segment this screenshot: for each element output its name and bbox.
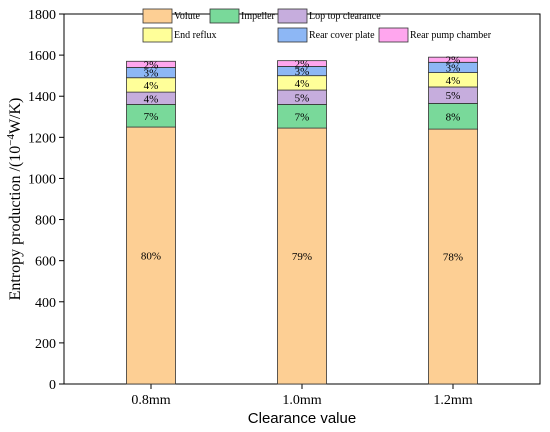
y-tick-label: 0 bbox=[49, 378, 56, 393]
legend-label: Rear pump chamber bbox=[410, 30, 492, 41]
segment-label: 4% bbox=[446, 75, 461, 87]
y-tick-label: 1800 bbox=[28, 8, 56, 23]
segment-label: 7% bbox=[144, 111, 159, 123]
legend-swatch bbox=[378, 27, 409, 43]
legend-label: Volute bbox=[174, 11, 200, 22]
legend-swatch bbox=[277, 8, 308, 24]
x-axis: 0.8mm 1.0mm 1.2mm bbox=[131, 384, 473, 408]
y-tick-label: 1600 bbox=[28, 49, 56, 64]
x-tick-label: 1.0mm bbox=[282, 393, 321, 408]
segment-label: 4% bbox=[295, 78, 310, 90]
segment-label: 2% bbox=[144, 59, 159, 71]
y-axis: 0 200 400 600 800 1000 1200 1400 1600 1800 bbox=[28, 8, 64, 393]
y-tick-label: 800 bbox=[35, 214, 56, 229]
y-tick-label: 1000 bbox=[28, 172, 56, 187]
legend-label: End reflux bbox=[174, 30, 217, 41]
x-axis-title: Clearance value bbox=[248, 410, 356, 427]
y-tick-label: 400 bbox=[35, 296, 56, 311]
x-tick-label: 1.2mm bbox=[433, 393, 472, 408]
bar-segment bbox=[126, 60, 176, 68]
legend-swatch bbox=[277, 27, 308, 43]
segment-label: 78% bbox=[443, 252, 463, 264]
segment-label: 80% bbox=[141, 251, 161, 263]
legend-swatch bbox=[142, 8, 173, 24]
legend-label: Impeller bbox=[241, 11, 276, 22]
legend-label: Lop top clearance bbox=[309, 11, 381, 22]
segment-label: 5% bbox=[446, 90, 461, 102]
segment-label: 2% bbox=[295, 59, 310, 71]
y-axis-title-main: Entropy production /(10 bbox=[7, 146, 24, 301]
segment-label: 8% bbox=[446, 111, 461, 123]
legend: Volute Impeller Lop top clearance End reflu… bbox=[142, 8, 492, 43]
segment-label: 7% bbox=[295, 111, 310, 123]
segment-label: 3% bbox=[295, 66, 310, 78]
y-axis-title-superscript: −4 bbox=[5, 134, 17, 146]
y-tick-label: 200 bbox=[35, 337, 56, 352]
segment-label: 5% bbox=[295, 92, 310, 104]
y-axis-title: Entropy production /(10−4W/K) bbox=[5, 98, 24, 301]
y-axis-title-tail: W/K) bbox=[7, 98, 24, 134]
segment-label: 79% bbox=[292, 251, 312, 263]
segment-label: 4% bbox=[144, 93, 159, 105]
segment-label: 4% bbox=[144, 80, 159, 92]
bar-segment bbox=[428, 128, 478, 385]
segment-label: 2% bbox=[446, 55, 461, 67]
y-tick-label: 1400 bbox=[28, 90, 56, 105]
bar-segment bbox=[428, 103, 478, 130]
bar-segment bbox=[126, 126, 176, 385]
legend-swatch bbox=[142, 27, 173, 43]
y-tick-label: 600 bbox=[35, 255, 56, 270]
bar-segment bbox=[428, 56, 478, 63]
segment-label: 3% bbox=[446, 62, 461, 74]
segment-label: 3% bbox=[144, 68, 159, 80]
y-tick-label: 1200 bbox=[28, 131, 56, 146]
x-tick-label: 0.8mm bbox=[131, 393, 170, 408]
bars: 80%7%4%4%3%2%79%7%5%4%3%2%78%8%5%4%3%2% bbox=[126, 55, 478, 385]
legend-swatch bbox=[209, 8, 240, 24]
bar-segment bbox=[277, 60, 327, 67]
legend-label: Rear cover plate bbox=[309, 30, 375, 41]
